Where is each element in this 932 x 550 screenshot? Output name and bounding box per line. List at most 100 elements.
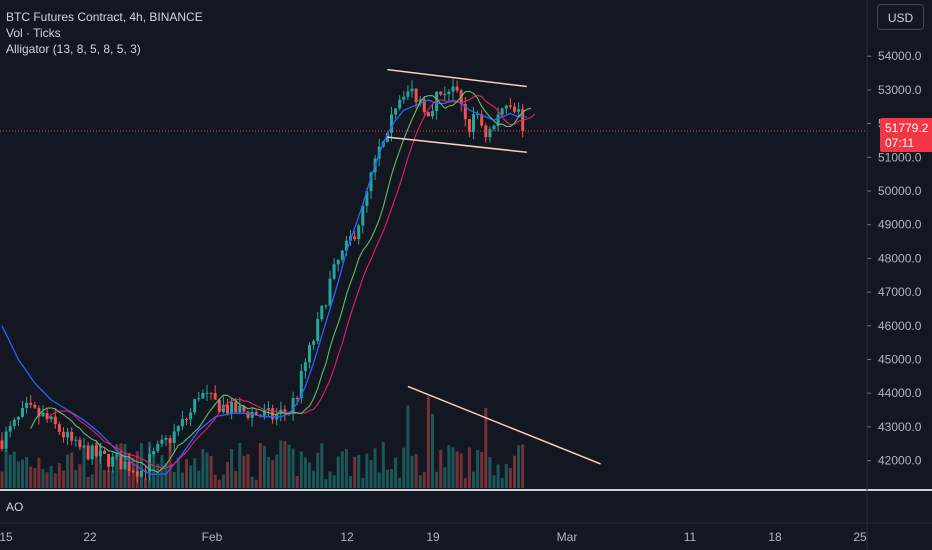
candle-body <box>21 407 24 417</box>
volume-bar <box>238 442 242 488</box>
volume-bar <box>467 447 471 488</box>
price-tick-label: 45000.0 <box>878 353 922 367</box>
candle-body <box>221 404 225 413</box>
candle-body <box>205 392 209 394</box>
symbol-title[interactable]: BTC Futures Contract, 4h, BINANCE <box>6 10 203 24</box>
candle-body <box>213 393 217 400</box>
volume-bar <box>426 396 430 488</box>
candle-body <box>82 445 86 448</box>
candle-body <box>0 440 4 449</box>
candle-body <box>164 438 168 440</box>
price-tick-label: 50000.0 <box>878 184 922 198</box>
volume-bar <box>488 457 492 488</box>
candle-body <box>443 94 447 96</box>
candle-body <box>361 205 365 226</box>
volume-bar <box>180 472 184 488</box>
time-axis: 15 22 Feb 12 19 Mar 11 18 25 <box>0 530 867 544</box>
price-tick-label: 48000.0 <box>878 251 922 265</box>
volume-bar <box>29 466 33 488</box>
volume-bar <box>271 460 275 488</box>
volume-bar <box>398 477 402 488</box>
candle-body <box>103 450 106 454</box>
volume-bar <box>189 465 193 488</box>
candle-body <box>45 412 49 420</box>
alligator-lips-line <box>30 90 532 473</box>
volume-bar <box>451 447 455 488</box>
candle-body <box>25 402 29 408</box>
candle-body <box>217 399 221 413</box>
volume-bar <box>410 455 414 488</box>
volume-bar <box>37 457 41 488</box>
candle-body <box>422 99 426 113</box>
volume-bar <box>201 449 205 488</box>
volume-bar <box>508 467 512 488</box>
volume-bar <box>455 451 459 488</box>
candle-body <box>508 105 512 107</box>
candle-body <box>316 319 320 342</box>
candle-body <box>172 431 176 443</box>
candle-body <box>209 392 213 394</box>
volume-bar <box>164 463 168 488</box>
volume-bar <box>373 448 377 488</box>
volume-bar <box>303 457 307 488</box>
candle-body <box>418 99 422 103</box>
volume-bar <box>328 471 332 488</box>
candle-body <box>299 371 303 399</box>
candle-body <box>353 236 357 240</box>
candle-body <box>369 172 373 192</box>
candle-body <box>66 431 70 438</box>
volume-bar <box>217 479 221 488</box>
candle-body <box>480 114 484 126</box>
candle-body <box>455 86 459 91</box>
candle-body <box>41 412 45 417</box>
price-tick-label: 46000.0 <box>878 319 922 333</box>
alligator-teeth-line <box>46 94 536 469</box>
alligator-indicator-label[interactable]: Alligator (13, 8, 5, 8, 5, 3) <box>6 42 141 56</box>
volume-bar <box>103 470 106 488</box>
candle-body <box>131 470 135 472</box>
volume-bar <box>209 455 213 488</box>
volume-bar <box>418 475 422 488</box>
volume-bar <box>262 445 266 488</box>
candle-body <box>312 341 316 345</box>
volume-bar <box>8 454 12 488</box>
bar-countdown: 07:11 <box>885 136 915 150</box>
candle-body <box>504 105 508 109</box>
volume-bar <box>443 467 447 488</box>
volume-bar <box>316 452 320 488</box>
candle-body <box>94 445 98 457</box>
volume-bar <box>439 449 443 488</box>
volume-bar <box>447 445 451 488</box>
volume-bar <box>369 459 373 488</box>
volume-bar <box>45 472 49 488</box>
volume-bar <box>504 463 508 488</box>
candle-body <box>29 402 33 405</box>
candle-body <box>123 461 127 470</box>
ao-indicator-label[interactable]: AO <box>6 500 24 514</box>
volume-bar <box>349 475 352 488</box>
candle-body <box>344 240 348 251</box>
volume-bar <box>230 449 234 488</box>
candle-body <box>476 114 480 116</box>
candle-body <box>492 125 496 130</box>
volume-bar <box>480 451 484 488</box>
volume-bar <box>0 471 4 488</box>
candle-body <box>500 108 504 115</box>
volume-bar <box>484 407 488 488</box>
candle-body <box>185 418 188 420</box>
volume-bar <box>435 471 439 488</box>
currency-button[interactable]: USD <box>877 4 924 30</box>
candle-body <box>246 411 250 418</box>
time-tick-label: Feb <box>202 530 223 544</box>
volume-bar <box>500 477 504 488</box>
candle-body <box>70 431 74 441</box>
candle-body <box>488 129 492 138</box>
price-tick-label: 43000.0 <box>878 420 922 434</box>
volume-bar <box>213 474 217 488</box>
candle-body <box>156 444 160 452</box>
candle-body <box>86 445 90 460</box>
volume-bar <box>336 456 340 488</box>
volume-indicator-label[interactable]: Vol · Ticks <box>6 26 61 40</box>
candle-body <box>357 225 361 240</box>
